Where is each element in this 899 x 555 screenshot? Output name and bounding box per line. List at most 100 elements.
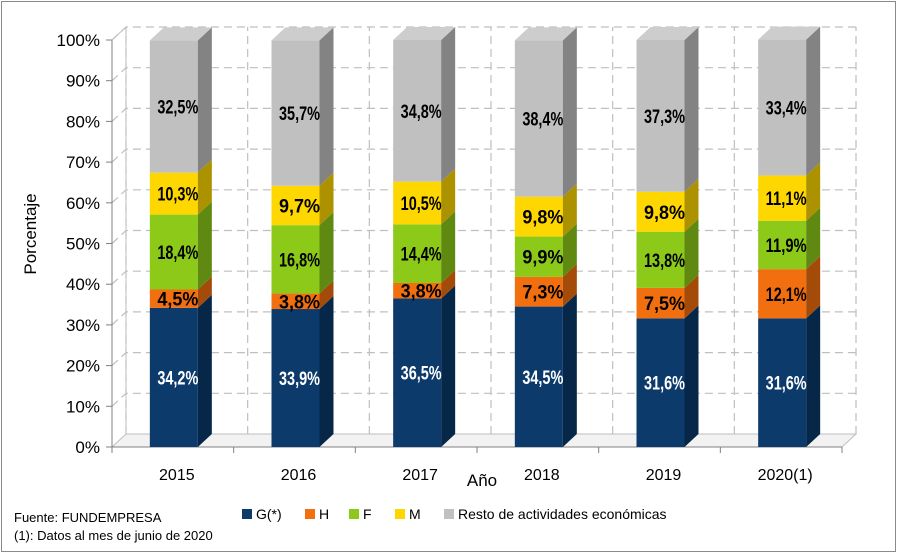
bar-segment-side — [197, 276, 212, 308]
bar-segment-side — [684, 218, 699, 288]
bar-segment-side — [806, 207, 821, 270]
y-tick-label: 20% — [66, 357, 100, 376]
legend-swatch — [444, 509, 454, 519]
bar-segment-side — [562, 223, 577, 277]
bar-segment-side — [441, 211, 456, 283]
bar-segment-front — [149, 289, 198, 308]
x-axis-title: Año — [467, 471, 497, 490]
data-label: 9,8% — [522, 208, 563, 229]
bar-segment-side — [319, 27, 334, 186]
bar-segment-front — [149, 214, 198, 290]
y-tick-label: 30% — [66, 316, 100, 335]
source-note: Fuente: FUNDEMPRESA — [14, 510, 162, 525]
y-tick-label: 60% — [66, 194, 100, 213]
bar-segment-front — [271, 309, 320, 447]
data-label: 10,3% — [157, 185, 198, 206]
bar-segment-front — [636, 287, 685, 319]
bar-segment-front — [271, 225, 320, 294]
data-label: 3,8% — [279, 292, 320, 313]
bar-segment-side — [806, 305, 821, 447]
bar-segment-side — [441, 269, 456, 299]
data-label: 3,8% — [401, 282, 442, 303]
y-tick-label: 0% — [75, 438, 100, 457]
bar-segment-side — [319, 296, 334, 447]
data-label: 31,6% — [644, 374, 685, 395]
data-label: 33,4% — [766, 99, 807, 120]
data-label: 34,2% — [157, 368, 198, 389]
bar-segment-front — [514, 306, 563, 447]
bar-segment-front — [758, 175, 807, 221]
date-note: (1): Datos al mes de junio de 2020 — [14, 528, 213, 543]
y-tick-label: 40% — [66, 275, 100, 294]
bar-segment-side — [319, 172, 334, 226]
y-tick-label: 80% — [66, 112, 100, 131]
bar-segment-top — [514, 27, 577, 41]
bar-segment-front — [271, 293, 320, 310]
x-tick-label: 2020(1) — [758, 467, 813, 484]
bar-segment-top — [758, 26, 821, 40]
bar-segment-front — [758, 269, 807, 319]
bar-segment-front — [393, 40, 442, 182]
bar-segment-side — [562, 27, 577, 197]
data-label: 35,7% — [279, 104, 320, 125]
bar-segment-front — [149, 40, 198, 173]
bar-segment-front — [758, 318, 807, 447]
data-label: 12,1% — [766, 285, 807, 306]
plot-floor — [110, 433, 858, 448]
legend-swatch — [305, 509, 315, 519]
data-label: 7,5% — [644, 294, 685, 315]
bar-segment-front — [149, 307, 198, 447]
legend-label: G(*) — [256, 506, 282, 522]
legend-label: H — [319, 506, 329, 522]
data-label: 33,9% — [279, 369, 320, 390]
bar-segment-top — [271, 27, 334, 41]
bar-segment-side — [197, 27, 212, 173]
data-label: 14,4% — [401, 245, 442, 266]
bar-segment-front — [271, 185, 320, 226]
legend-label: Resto de actividades económicas — [458, 506, 667, 522]
bar-segment-side — [441, 168, 456, 225]
x-tick-label: 2018 — [524, 467, 560, 484]
bar-segment-side — [319, 212, 334, 294]
legend-swatch — [242, 509, 252, 519]
bar-segment-side — [684, 305, 699, 447]
data-label: 9,8% — [644, 203, 685, 224]
bar-segment-side — [197, 201, 212, 290]
data-label: 7,3% — [522, 283, 563, 304]
y-tick-label: 10% — [66, 397, 100, 416]
legend-label: M — [409, 506, 421, 522]
bar-segment-front — [636, 231, 685, 288]
bar-segment-front — [636, 318, 685, 447]
bar-segment-top — [636, 27, 699, 40]
data-label: 36,5% — [401, 364, 442, 385]
y-axis-title: Porcentaje — [21, 193, 40, 274]
bar-segment-side — [441, 27, 456, 182]
bar-segment-side — [197, 159, 212, 215]
data-label: 9,7% — [279, 196, 320, 217]
y-axis-depth — [111, 25, 127, 434]
bar-segment-front — [758, 220, 807, 270]
bar-segment-side — [806, 256, 821, 319]
data-label: 9,9% — [522, 248, 563, 269]
data-label: 11,1% — [766, 189, 807, 210]
data-label: 37,3% — [644, 107, 685, 128]
data-label: 16,8% — [279, 250, 320, 271]
data-label: 18,4% — [157, 243, 198, 264]
x-tick-label: 2015 — [159, 467, 195, 484]
bar-segment-side — [562, 263, 577, 307]
bar-segment-side — [319, 280, 334, 310]
bar-segment-side — [441, 285, 456, 447]
bar-segment-front — [393, 181, 442, 225]
bar-segment-front — [271, 40, 320, 186]
y-tick-label: 100% — [57, 31, 100, 50]
bar-segment-side — [197, 294, 212, 447]
bar-segment-top — [393, 27, 456, 40]
data-label: 34,5% — [522, 368, 563, 389]
bar-segment-front — [636, 191, 685, 232]
data-label: 4,5% — [157, 290, 198, 311]
bar-segment-front — [393, 282, 442, 299]
bar-segment-side — [562, 293, 577, 447]
x-tick-label: 2019 — [646, 467, 682, 484]
